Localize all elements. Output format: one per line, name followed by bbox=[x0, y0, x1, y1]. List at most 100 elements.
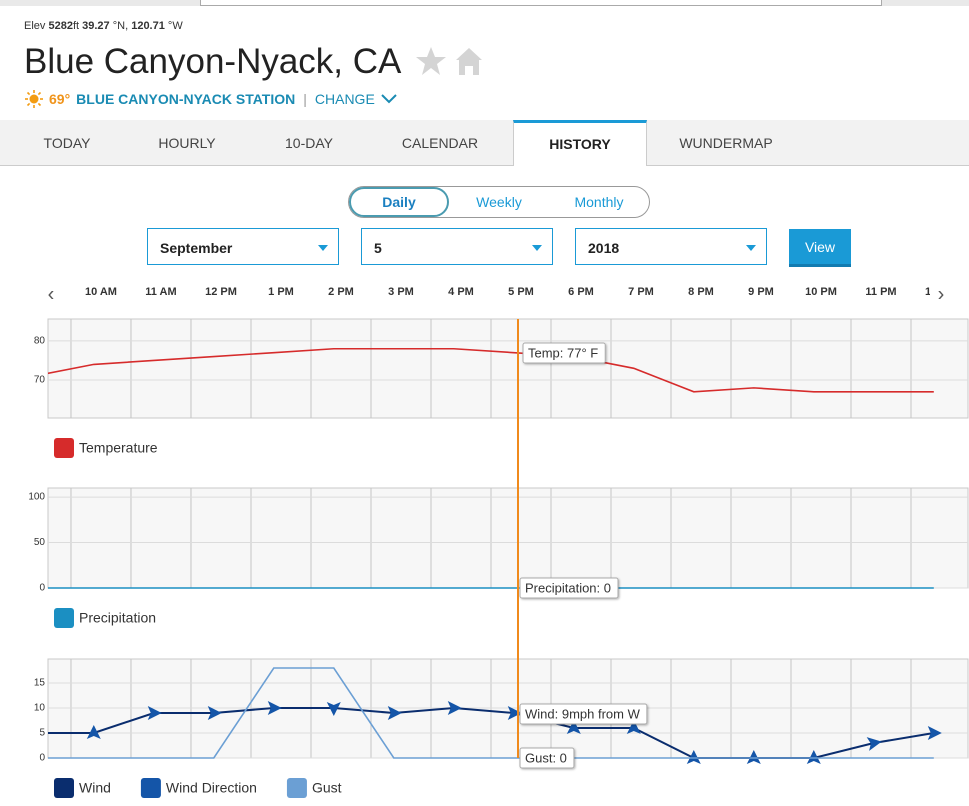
wind-direction-marker bbox=[147, 706, 162, 720]
current-temp: 69° bbox=[49, 91, 71, 107]
wind-direction-marker bbox=[326, 702, 341, 716]
station-bar: 69° BLUE CANYON-NYACK STATION | CHANGE bbox=[25, 90, 397, 108]
plot-area bbox=[47, 318, 969, 419]
legend-label: Temperature bbox=[79, 440, 158, 456]
series-line bbox=[48, 667, 934, 759]
view-button[interactable]: View bbox=[789, 229, 851, 267]
separator: | bbox=[303, 91, 307, 107]
day-select[interactable]: 5 bbox=[361, 228, 553, 265]
y-tick-label: 15 bbox=[34, 678, 46, 689]
wind-direction-marker bbox=[207, 706, 222, 720]
lat-unit: °N, bbox=[112, 20, 129, 32]
tooltip-box bbox=[519, 703, 648, 725]
y-tick-label: 0 bbox=[39, 753, 45, 764]
series-line bbox=[48, 347, 934, 393]
x-tick-label: 2 PM bbox=[328, 286, 354, 298]
day-value: 5 bbox=[374, 240, 382, 256]
wind-direction-marker bbox=[447, 701, 462, 715]
nav-next: › bbox=[938, 283, 945, 305]
tab[interactable]: WUNDERMAP bbox=[679, 135, 773, 151]
month-value: September bbox=[160, 240, 233, 256]
top-strip-box bbox=[200, 0, 882, 6]
plot-area bbox=[47, 487, 969, 589]
lon-unit: °W bbox=[167, 20, 183, 32]
x-tick-label: 11 AM bbox=[145, 286, 176, 298]
y-tick-label: 70 bbox=[34, 375, 46, 386]
favorite-star[interactable] bbox=[416, 47, 446, 75]
wind-direction-marker bbox=[806, 750, 821, 764]
x-tick-label: 6 PM bbox=[568, 286, 594, 298]
x-tick-label: 3 PM bbox=[388, 286, 414, 298]
legend-swatch bbox=[54, 778, 74, 798]
title-icons bbox=[416, 47, 482, 75]
lat: 39.27 bbox=[82, 20, 110, 32]
y-tick-label: 5 bbox=[39, 728, 45, 739]
tooltip-box bbox=[522, 342, 606, 364]
tab[interactable]: HISTORY bbox=[513, 120, 647, 166]
tooltip-text: Wind: 9mph from W bbox=[525, 706, 641, 721]
tooltip-text: Gust: 0 bbox=[525, 750, 567, 765]
legend-swatch bbox=[140, 778, 161, 798]
x-tick-label: 10 AM bbox=[85, 286, 117, 298]
y-tick-label: 10 bbox=[34, 703, 46, 714]
toggle-option[interactable]: Monthly bbox=[574, 194, 624, 210]
tab[interactable]: TODAY bbox=[43, 135, 91, 151]
wind-direction-marker bbox=[626, 720, 641, 734]
wind-direction-marker bbox=[686, 750, 701, 764]
x-tick-label: 5 PM bbox=[508, 286, 534, 298]
series-group bbox=[48, 667, 942, 764]
wind-direction-marker bbox=[267, 701, 282, 715]
y-tick-label: 80 bbox=[34, 336, 46, 347]
toggle-option[interactable]: Daily bbox=[349, 187, 449, 217]
location-info: Elev 5282ft 39.27 °N, 120.71 °W bbox=[24, 20, 183, 32]
legend-swatch bbox=[286, 778, 307, 798]
nav-prev: ‹ bbox=[48, 283, 55, 305]
elev-label: Elev bbox=[24, 20, 46, 32]
toggle-option[interactable]: Weekly bbox=[476, 194, 522, 210]
tooltip-text: Temp: 77° F bbox=[528, 345, 598, 360]
x-tick-label: 9 PM bbox=[748, 286, 774, 298]
elev-value: 5282 bbox=[48, 20, 73, 32]
x-tick-label: 12 PM bbox=[205, 286, 237, 298]
legend-label: Wind bbox=[79, 780, 111, 796]
x-tick-label: 8 PM bbox=[688, 286, 714, 298]
legend-label: Precipitation bbox=[79, 610, 156, 626]
month-select[interactable]: September bbox=[147, 228, 339, 265]
change-link[interactable]: CHANGE bbox=[314, 91, 375, 107]
wind-direction-marker bbox=[86, 725, 101, 739]
y-tick-label: 50 bbox=[34, 537, 46, 548]
year-value: 2018 bbox=[588, 240, 620, 256]
tab-bar: TODAY HOURLY 10-DAY CALENDAR HISTORY WUNDERMA… bbox=[0, 120, 969, 166]
y-tick-label: 0 bbox=[39, 583, 45, 594]
tooltip-text: Precipitation: 0 bbox=[525, 580, 611, 595]
chevron[interactable] bbox=[381, 94, 397, 104]
year-select[interactable]: 2018 bbox=[575, 228, 767, 265]
lon: 120.71 bbox=[131, 20, 165, 32]
x-tick-label: 10 PM bbox=[805, 286, 837, 298]
y-tick-label: 100 bbox=[28, 492, 45, 503]
x-tick-label: 1 PM bbox=[268, 286, 294, 298]
period-toggle: Daily Weekly Monthly bbox=[348, 186, 650, 218]
tab[interactable]: 10-DAY bbox=[285, 135, 333, 151]
elev-unit: ft bbox=[72, 20, 80, 32]
top-strip bbox=[0, 0, 969, 6]
wind-direction-marker bbox=[387, 706, 402, 720]
wind-direction-marker bbox=[566, 720, 581, 734]
sun-icon bbox=[25, 90, 43, 108]
legend-swatch bbox=[54, 608, 74, 628]
x-tick-label: 7 PM bbox=[628, 286, 654, 298]
tab[interactable]: CALENDAR bbox=[401, 135, 479, 151]
legend-label: Wind Direction bbox=[166, 780, 257, 796]
series-group bbox=[48, 347, 934, 393]
tooltip-box bbox=[519, 747, 575, 769]
wind-direction-marker bbox=[746, 750, 761, 764]
page-title: Blue Canyon-Nyack, CA bbox=[24, 42, 402, 81]
station-name[interactable]: BLUE CANYON-NYACK STATION bbox=[76, 91, 296, 107]
tab[interactable]: HOURLY bbox=[158, 135, 216, 151]
wind-direction-marker bbox=[866, 737, 882, 751]
home-icon[interactable] bbox=[456, 48, 482, 75]
x-tick-label: 4 PM bbox=[448, 286, 474, 298]
legend-label: Gust bbox=[312, 780, 342, 796]
